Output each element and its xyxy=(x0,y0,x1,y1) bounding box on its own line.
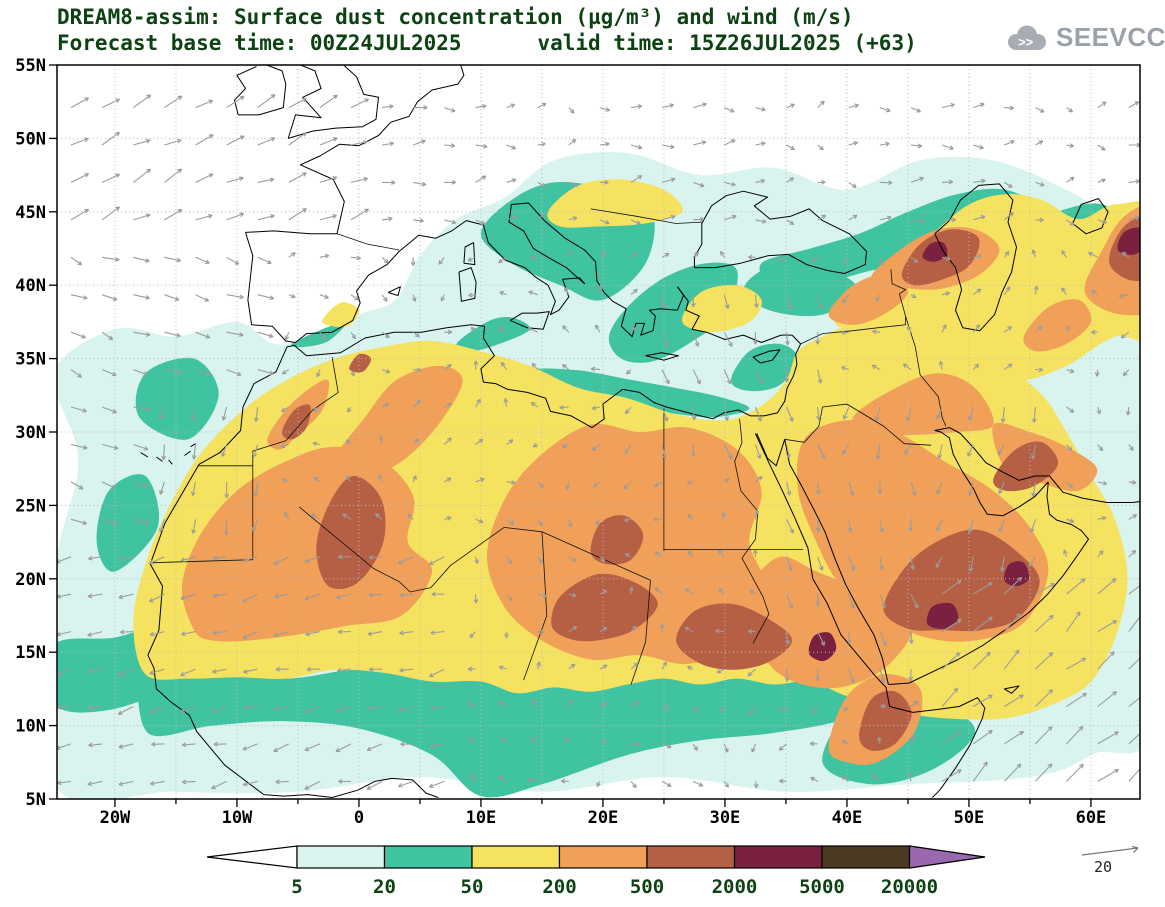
lat-tick-label: 40N xyxy=(15,276,46,296)
country-borders xyxy=(152,208,947,685)
lat-tick-label: 30N xyxy=(15,423,46,443)
colorbar-label: 5 xyxy=(291,876,302,898)
latlon-gridlines xyxy=(57,65,1140,799)
colorbar-label: 20 xyxy=(373,876,396,898)
lat-tick-label: 55N xyxy=(15,56,46,76)
colorbar-arrow-right xyxy=(908,845,986,869)
lat-tick-label: 45N xyxy=(15,203,46,223)
seevccc-logo: >> SEEVCCC xyxy=(1003,22,1165,53)
colorbar-arrow-left xyxy=(206,845,298,869)
lat-tick-label: 20N xyxy=(15,570,46,590)
colorbar-segment xyxy=(821,845,911,869)
lon-tick-label: 50E xyxy=(954,808,985,828)
lon-tick-label: 10W xyxy=(222,808,253,828)
wind-reference-arrow-icon xyxy=(1081,845,1139,856)
lat-tick-label: 25N xyxy=(15,496,46,516)
lon-tick-label: 20E xyxy=(588,808,619,828)
colorbar-label: 500 xyxy=(630,876,664,898)
lat-tick-label: 5N xyxy=(26,790,46,810)
lon-tick-label: 20W xyxy=(100,808,131,828)
colorbar-segment xyxy=(383,845,473,869)
lat-tick-label: 35N xyxy=(15,350,46,370)
colorbar-segment xyxy=(646,845,736,869)
lon-tick-label: 30E xyxy=(710,808,741,828)
colorbar-label: 50 xyxy=(461,876,484,898)
lon-tick-label: 60E xyxy=(1076,808,1107,828)
colorbar-label: 200 xyxy=(542,876,576,898)
cloud-chevrons: >> xyxy=(1018,34,1034,49)
chart-title: DREAM8-assim: Surface dust concentration… xyxy=(57,5,854,29)
wind-arrows-layer xyxy=(57,94,1140,790)
lon-tick-label: 40E xyxy=(832,808,863,828)
colorbar-segment xyxy=(296,845,386,869)
colorbar: 5 20 50 200 500 2000 5000 20000 xyxy=(206,845,986,898)
wind-arrow xyxy=(57,94,1140,790)
colorbar-label: 20000 xyxy=(881,876,938,898)
lat-tick-label: 10N xyxy=(15,717,46,737)
lon-tick-label: 0 xyxy=(354,808,364,828)
lon-tick-label: 10E xyxy=(466,808,497,828)
colorbar-segment xyxy=(733,845,823,869)
lat-tick-label: 15N xyxy=(15,643,46,663)
colorbar-label: 2000 xyxy=(712,876,758,898)
chart-subtitle: Forecast base time: 00Z24JUL2025 valid t… xyxy=(57,31,917,55)
colorbar-segment xyxy=(471,845,561,869)
colorbar-segment xyxy=(558,845,648,869)
wind-reference: 20 xyxy=(1081,845,1139,876)
axes: 55N 50N 45N 40N 35N 30N 25N 20N 15N 10N 5N 20W 10W 0 1… xyxy=(15,56,1106,828)
cloud-icon: >> xyxy=(1008,25,1046,50)
logo-text: SEEVCCC xyxy=(1056,22,1165,52)
lat-tick-label: 50N xyxy=(15,129,46,149)
colorbar-label: 5000 xyxy=(799,876,845,898)
wind-reference-label: 20 xyxy=(1094,858,1112,876)
